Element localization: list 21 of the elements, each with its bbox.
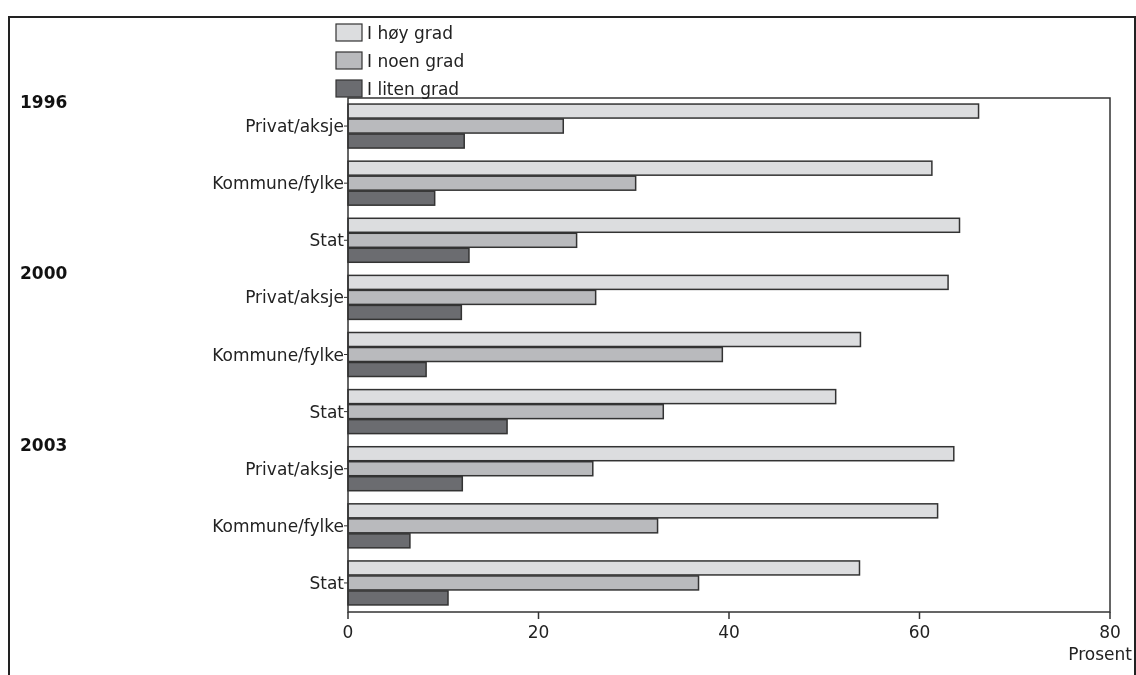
- text: 2000: [20, 263, 68, 284]
- x-tick-label: 80: [1099, 622, 1121, 642]
- y-tick-label: Kommune/fylke: [212, 515, 344, 536]
- x-tick-label: 0: [342, 622, 354, 642]
- text: 1996: [20, 92, 68, 113]
- x-tick-label: 60: [908, 622, 931, 642]
- y-tick-label: Privat/aksje: [245, 116, 344, 137]
- x-axis-title: Prosent: [1068, 644, 1133, 664]
- text: 2003: [20, 434, 68, 455]
- x-tick-label: 20: [527, 622, 550, 642]
- legend-label: I liten grad: [367, 79, 460, 99]
- x-tick-label: 40: [718, 622, 740, 642]
- y-tick-label: Stat: [309, 572, 345, 593]
- y-tick-label: Privat/aksje: [245, 458, 344, 479]
- y-tick-label: Stat: [309, 230, 345, 251]
- y-tick-label: Kommune/fylke: [212, 344, 344, 365]
- legend-label: I noen grad: [367, 51, 465, 71]
- y-tick-label: Stat: [309, 401, 345, 422]
- y-tick-label: Kommune/fylke: [212, 173, 344, 194]
- y-tick-label: Privat/aksje: [245, 287, 344, 308]
- legend-label: I høy grad: [367, 23, 454, 43]
